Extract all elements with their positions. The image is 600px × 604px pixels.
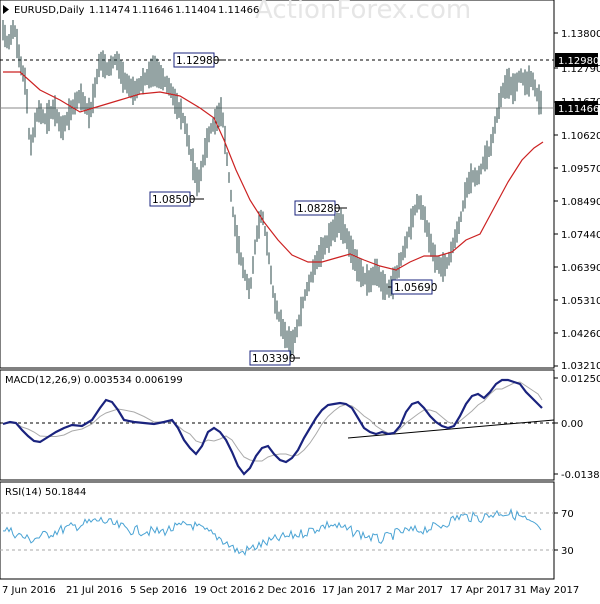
annotation-label: 1.03390 bbox=[252, 353, 295, 365]
date-label: 7 Jun 2016 bbox=[2, 585, 56, 596]
y-tick: 1.04260 bbox=[561, 329, 600, 340]
watermark: ActionForex.com bbox=[255, 0, 471, 25]
y-tick: 1.06390 bbox=[561, 263, 600, 274]
date-label: 5 Sep 2016 bbox=[130, 585, 187, 596]
rsi-panel-frame bbox=[0, 481, 555, 580]
moving-average-line bbox=[3, 71, 544, 271]
current-price-tag bbox=[555, 101, 598, 115]
annotation-1-05690: 1.05690 bbox=[388, 279, 437, 295]
macd-y-axis: 0.012509 0.00 -0.013813 bbox=[554, 374, 600, 481]
close-value: 1.11466 bbox=[218, 5, 259, 16]
y-tick: 1.03210 bbox=[561, 361, 600, 372]
y-tick: 1.07440 bbox=[561, 230, 600, 241]
open-value: 1.11474 bbox=[89, 5, 130, 16]
date-label: 2 Mar 2017 bbox=[386, 585, 443, 596]
y-tick: 1.08490 bbox=[561, 197, 600, 208]
date-label: 17 Apr 2017 bbox=[450, 585, 512, 596]
resistance-price-tag-label: 1.12980 bbox=[558, 56, 599, 67]
rsi-y-axis: 70 30 bbox=[554, 509, 574, 557]
date-label: 31 May 2017 bbox=[514, 585, 579, 596]
y-tick: 1.09570 bbox=[561, 164, 600, 175]
date-axis: 7 Jun 2016 21 Jul 2016 5 Sep 2016 19 Oct… bbox=[2, 585, 579, 596]
annotation-1-08500: 1.08500 bbox=[149, 191, 204, 207]
y-tick: 1.10620 bbox=[561, 131, 600, 142]
y-tick: 1.13800 bbox=[561, 29, 600, 40]
price-bars bbox=[2, 20, 542, 357]
y-tick: 1.05310 bbox=[561, 296, 600, 307]
low-value: 1.11404 bbox=[175, 5, 216, 16]
macd-header: MACD(12,26,9) 0.003534 0.006199 bbox=[5, 375, 183, 386]
current-price-tag-label: 1.11466 bbox=[558, 104, 599, 115]
macd-main-line bbox=[2, 378, 543, 476]
macd-panel-frame bbox=[0, 369, 555, 481]
rsi-line bbox=[2, 507, 542, 557]
annotation-label: 1.08500 bbox=[152, 194, 195, 206]
y-tick: 0.00 bbox=[561, 419, 583, 430]
macd-signal-line bbox=[2, 381, 543, 462]
annotation-1-12980: 1.12980 bbox=[173, 52, 226, 68]
y-tick: 1.12790 bbox=[561, 64, 600, 75]
y-tick: 70 bbox=[561, 509, 574, 520]
date-label: 2 Dec 2016 bbox=[258, 585, 316, 596]
y-tick: 30 bbox=[561, 546, 574, 557]
annotation-label: 1.12980 bbox=[176, 55, 219, 67]
high-value: 1.11646 bbox=[132, 5, 173, 16]
date-label: 19 Oct 2016 bbox=[194, 585, 256, 596]
resistance-price-tag bbox=[555, 53, 598, 67]
rsi-header: RSI(14) 50.1844 bbox=[5, 487, 86, 498]
price-y-axis: 1.13800 1.12790 1.11670 1.10620 1.09570 … bbox=[554, 29, 600, 372]
y-tick: -0.013813 bbox=[561, 470, 600, 481]
annotation-1-03390: 1.03390 bbox=[249, 350, 300, 366]
date-label: 17 Jan 2017 bbox=[322, 585, 382, 596]
y-tick: 0.012509 bbox=[561, 374, 600, 385]
symbol-label: EURUSD,Daily bbox=[14, 5, 85, 16]
price-header: EURUSD,Daily 1.11474 1.11646 1.11404 1.1… bbox=[3, 5, 259, 16]
macd-trendline bbox=[347, 419, 555, 439]
annotation-1-08280: 1.08280 bbox=[294, 200, 347, 216]
annotation-label: 1.05690 bbox=[394, 282, 437, 294]
collapse-triangle-icon bbox=[3, 5, 9, 14]
date-label: 21 Jul 2016 bbox=[66, 585, 123, 596]
annotation-label: 1.08280 bbox=[297, 203, 340, 215]
